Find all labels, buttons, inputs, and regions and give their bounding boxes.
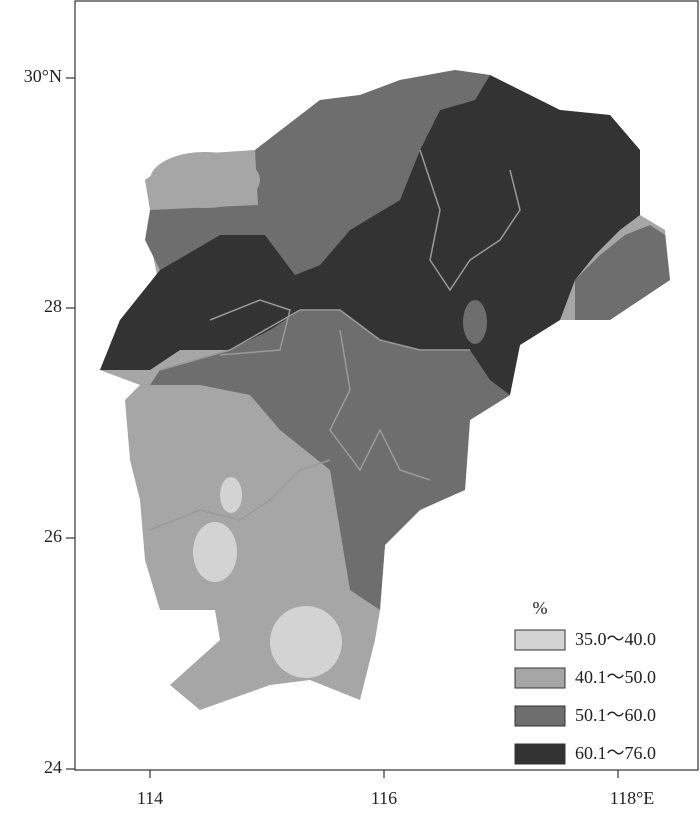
region-lightest-2 <box>193 522 237 582</box>
region-medium-north <box>145 70 490 275</box>
legend-title: % <box>533 598 548 618</box>
county-border <box>209 299 291 356</box>
region-medium-spot <box>463 300 487 344</box>
x-tick-label: 116 <box>371 788 397 808</box>
map <box>100 70 670 710</box>
y-tick-label: 28 <box>44 296 62 316</box>
x-tick-label: 118°E <box>610 788 655 808</box>
legend-swatch <box>514 667 566 689</box>
legend: % 35.0～40.0 40.1～50.0 50.1～60.0 60.1～76.0 <box>514 598 656 765</box>
y-tick-label: 26 <box>44 526 62 546</box>
legend-label: 40.1～50.0 <box>575 667 656 687</box>
region-lightest-3 <box>270 606 342 678</box>
x-tick-label: 114 <box>137 788 163 808</box>
legend-swatch <box>514 743 566 765</box>
county-border <box>419 149 521 292</box>
y-tick-label: 24 <box>44 757 62 777</box>
county-border <box>159 309 470 371</box>
legend-label: 60.1～76.0 <box>575 743 656 763</box>
county-border <box>149 459 331 531</box>
y-tick-label: 30°N <box>24 66 62 86</box>
region-medium-east <box>575 225 670 320</box>
region-light-nw <box>150 152 260 208</box>
legend-swatch <box>514 705 566 727</box>
legend-swatch <box>514 629 566 651</box>
county-border <box>329 329 431 481</box>
map-frame <box>74 0 699 771</box>
region-lightest-1 <box>220 477 242 513</box>
legend-label: 50.1～60.0 <box>575 705 656 725</box>
legend-label: 35.0～40.0 <box>575 629 656 649</box>
region-dark <box>100 75 640 395</box>
axes: 30°N 28 26 24 114 116 118°E <box>24 66 654 808</box>
